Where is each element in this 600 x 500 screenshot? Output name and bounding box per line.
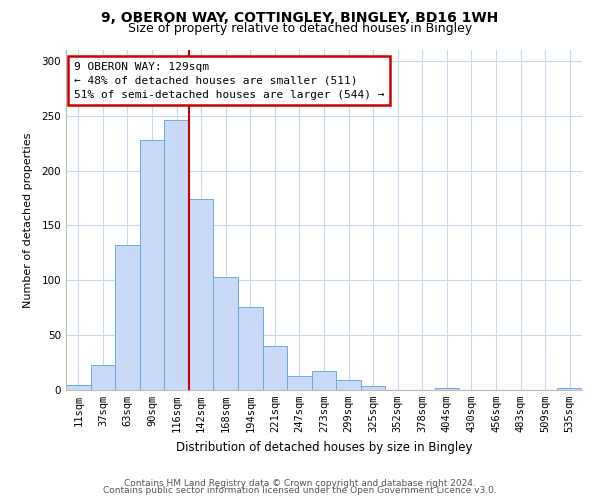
Bar xyxy=(214,277,238,390)
Bar xyxy=(140,140,164,390)
Text: Contains public sector information licensed under the Open Government Licence v3: Contains public sector information licen… xyxy=(103,486,497,495)
Bar xyxy=(361,386,385,390)
Text: 9 OBERON WAY: 129sqm
← 48% of detached houses are smaller (511)
51% of semi-deta: 9 OBERON WAY: 129sqm ← 48% of detached h… xyxy=(74,62,384,100)
Y-axis label: Number of detached properties: Number of detached properties xyxy=(23,132,33,308)
Text: 9, OBERON WAY, COTTINGLEY, BINGLEY, BD16 1WH: 9, OBERON WAY, COTTINGLEY, BINGLEY, BD16… xyxy=(101,11,499,25)
Bar xyxy=(557,388,582,390)
Bar xyxy=(238,306,263,390)
Bar xyxy=(115,245,140,390)
Text: Size of property relative to detached houses in Bingley: Size of property relative to detached ho… xyxy=(128,22,472,35)
X-axis label: Distribution of detached houses by size in Bingley: Distribution of detached houses by size … xyxy=(176,440,472,454)
Bar xyxy=(336,380,361,390)
Bar xyxy=(91,365,115,390)
Bar xyxy=(164,120,189,390)
Text: Contains HM Land Registry data © Crown copyright and database right 2024.: Contains HM Land Registry data © Crown c… xyxy=(124,478,476,488)
Bar xyxy=(312,372,336,390)
Bar xyxy=(263,346,287,390)
Bar xyxy=(287,376,312,390)
Bar xyxy=(434,388,459,390)
Bar xyxy=(66,384,91,390)
Bar xyxy=(189,199,214,390)
